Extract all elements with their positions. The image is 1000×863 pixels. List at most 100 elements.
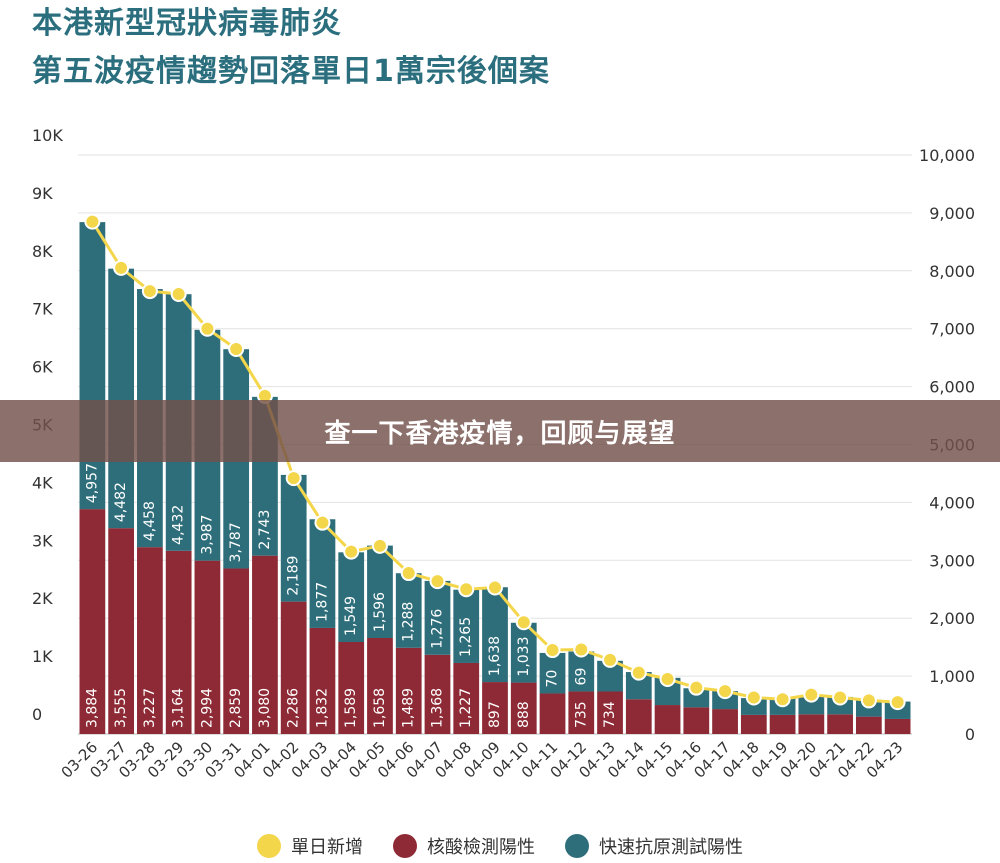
y-right-tick-label: 2,000 [929,609,975,628]
legend-item-rat: 快速抗原測試陽性 [565,833,743,859]
daily-new-point [84,213,101,230]
daily-new-point [199,320,216,337]
bar-pcr [367,638,393,734]
bar-pcr [453,662,480,734]
cases-chart: 001K1,0002K2,0003K3,0004K4,0005K5,0006K6… [32,126,975,782]
bar-pcr [338,641,365,734]
bar-label-pcr: 2,286 [286,688,302,728]
daily-new-point [314,514,331,531]
bar-pcr [884,718,911,734]
bar-label-rat: 4,432 [171,505,187,545]
bar-rat [309,519,336,628]
bar-label-rat: 4,957 [84,463,100,503]
legend-label-rat: 快速抗原測試陽性 [599,837,743,858]
title-line-2: 第五波疫情趨勢回落單日1萬宗後個案 [32,54,550,89]
daily-new-point [774,691,791,708]
bar-rat [338,552,365,642]
bar-pcr [769,714,796,734]
bar-rat [482,587,508,683]
bar-rat [510,622,537,683]
bar-pcr [482,682,508,734]
y-left-tick-label: 0 [32,705,42,724]
daily-new-point [515,614,532,631]
bar-label-rat: 3,987 [199,515,215,555]
bar-rat [108,268,135,529]
bar-pcr [654,705,681,734]
legend-item-pcr: 核酸檢測陽性 [393,833,535,859]
bar-label-pcr: 734 [602,701,618,728]
y-right-tick-label: 10,000 [919,146,975,165]
bar-pcr [510,682,537,734]
legend-label-pcr: 核酸檢測陽性 [427,837,535,858]
bar-label-pcr: 1,489 [401,688,417,728]
daily-new-point [889,694,906,711]
y-left-tick-label: 1K [32,647,53,666]
daily-new-point [860,692,877,709]
bar-label-pcr: 1,658 [372,688,388,728]
bar-label-rat: 4,482 [113,482,129,522]
legend-swatch-pcr [393,834,417,858]
y-right-tick-label: 7,000 [929,320,975,339]
bar-pcr [798,714,825,734]
daily-new-point [659,670,676,687]
daily-new-point [429,573,446,590]
bar-label-rat: 1,638 [487,636,503,676]
bar-label-rat: 3,787 [228,522,244,562]
daily-new-point [400,565,417,582]
bar-label-pcr: 888 [516,701,532,728]
bar-pcr [683,707,710,734]
daily-new-point [141,283,158,300]
bar-pcr [740,714,767,734]
bar-label-pcr: 1,368 [429,688,445,728]
bar-rat [683,688,710,708]
y-left-tick-label: 2K [32,589,53,608]
bar-pcr [79,509,106,734]
bar-pcr [539,693,566,734]
bar-pcr [309,627,336,734]
daily-new-point [170,285,187,302]
y-left-tick-label: 9K [32,184,53,203]
bar-label-pcr: 3,080 [257,688,273,728]
daily-new-point [803,686,820,703]
bar-label-rat: 2,189 [286,556,302,596]
legend-label-daily: 單日新增 [291,837,363,858]
y-left-tick-label: 3K [32,531,53,550]
bar-pcr [165,550,192,734]
daily-new-point [113,259,130,276]
bar-label-pcr: 3,164 [171,688,187,728]
bar-label-rat: 1,288 [401,602,417,642]
y-left-tick-label: 6K [32,358,53,377]
title-line-1: 本港新型冠狀病毒肺炎 [32,6,342,41]
banner-text: 查一下香港疫情，回顾与展望 [324,418,676,449]
daily-new-point [688,679,705,696]
daily-new-point [832,689,849,706]
bar-pcr [827,714,853,734]
bar-label-rat: 4,458 [142,501,158,541]
bar-rat [453,589,480,663]
legend-swatch-rat [565,834,589,858]
bar-label-pcr: 1,832 [314,688,330,728]
bar-label-pcr: 1,589 [343,688,359,728]
y-right-tick-label: 8,000 [929,262,975,281]
bar-pcr [194,560,221,734]
overlay-banner: 查一下香港疫情，回顾与展望 [0,400,1000,462]
bar-rat [539,652,566,694]
bar-rat [798,695,825,715]
y-right-tick-label: 1,000 [929,667,975,686]
legend-swatch-daily [257,834,281,858]
bar-pcr [424,654,451,734]
bar-rat [395,573,422,648]
legend-item-daily: 單日新增 [257,833,363,859]
bar-label-pcr: 1,227 [458,688,474,728]
bar-label-pcr: 3,884 [84,688,100,728]
bar-pcr [137,547,163,734]
daily-new-point [745,689,762,706]
y-right-tick-label: 6,000 [929,378,975,397]
y-right-tick-label: 9,000 [929,204,975,223]
bar-label-rat: 1,877 [314,582,330,622]
daily-new-point [228,340,245,357]
daily-new-point [602,651,619,668]
bar-label-rat: 70 [545,670,561,688]
y-left-tick-label: 10K [32,126,63,145]
bar-pcr [568,691,595,734]
